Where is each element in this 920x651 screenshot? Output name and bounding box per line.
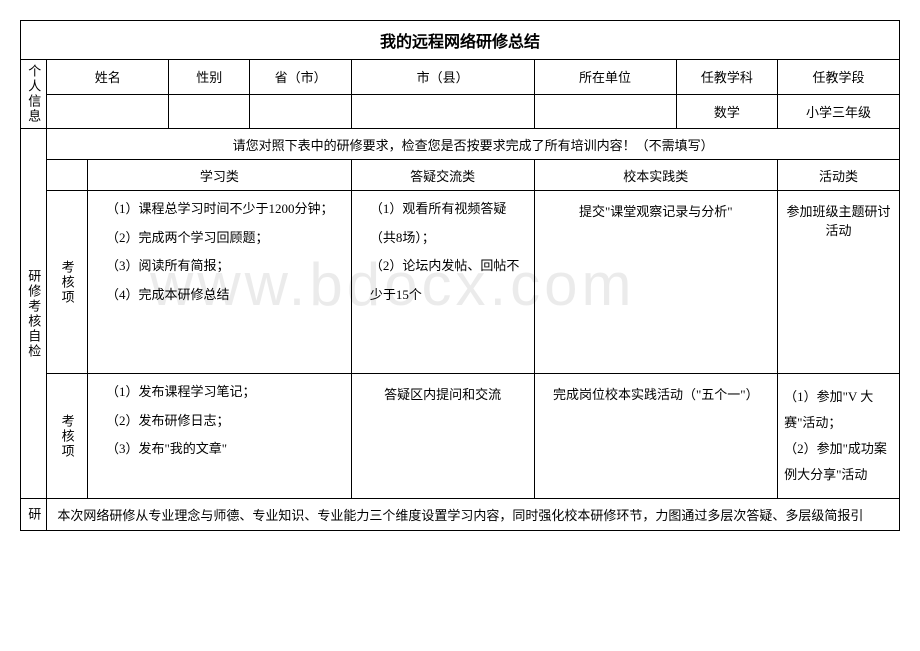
- doc-title: 我的远程网络研修总结: [21, 21, 900, 60]
- row2-c2: 答疑区内提问和交流: [351, 374, 534, 499]
- section-personal: 个人信息: [21, 60, 47, 129]
- row2-c1: （1）发布课程学习笔记；（2）发布研修日志；（3）发布"我的文章": [87, 374, 351, 499]
- col-practice: 校本实践类: [534, 160, 778, 191]
- section-selfcheck: 研修考核自检: [21, 129, 47, 499]
- val-gender: [169, 94, 250, 129]
- row1-label: 考核项: [47, 191, 88, 374]
- selfcheck-note: 请您对照下表中的研修要求，检查您是否按要求完成了所有培训内容！（不需填写）: [47, 129, 900, 160]
- row2-c4: （1）参加"V 大赛"活动；（2）参加"成功案例大分享"活动: [778, 374, 900, 499]
- hdr-name: 姓名: [47, 60, 169, 95]
- summary-text: 本次网络研修从专业理念与师德、专业知识、专业能力三个维度设置学习内容，同时强化校…: [47, 499, 900, 531]
- row1-c1: （1）课程总学习时间不少于1200分钟；（2）完成两个学习回顾题；（3）阅读所有…: [87, 191, 351, 374]
- hdr-subject: 任教学科: [676, 60, 777, 95]
- val-province: [250, 94, 351, 129]
- row1-c4: 参加班级主题研讨活动: [778, 191, 900, 374]
- row2-label: 考核项: [47, 374, 88, 499]
- hdr-province: 省（市）: [250, 60, 351, 95]
- hdr-unit: 所在单位: [534, 60, 676, 95]
- val-unit: [534, 94, 676, 129]
- section-summary: 研: [21, 499, 47, 531]
- col-qa: 答疑交流类: [351, 160, 534, 191]
- hdr-city: 市（县）: [351, 60, 534, 95]
- col-activity: 活动类: [778, 160, 900, 191]
- main-table: 我的远程网络研修总结 个人信息 姓名 性别 省（市） 市（县） 所在单位 任教学…: [20, 20, 900, 531]
- val-name: [47, 94, 169, 129]
- val-subject: 数学: [676, 94, 777, 129]
- hdr-gender: 性别: [169, 60, 250, 95]
- row1-c3: 提交"课堂观察记录与分析": [534, 191, 778, 374]
- hdr-grade: 任教学段: [778, 60, 900, 95]
- row1-c2: （1）观看所有视频答疑（共8场）；（2）论坛内发帖、回帖不少于15个: [351, 191, 534, 374]
- val-grade: 小学三年级: [778, 94, 900, 129]
- row-label-blank: [47, 160, 88, 191]
- row2-c3: 完成岗位校本实践活动（"五个一"）: [534, 374, 778, 499]
- val-city: [351, 94, 534, 129]
- col-study: 学习类: [87, 160, 351, 191]
